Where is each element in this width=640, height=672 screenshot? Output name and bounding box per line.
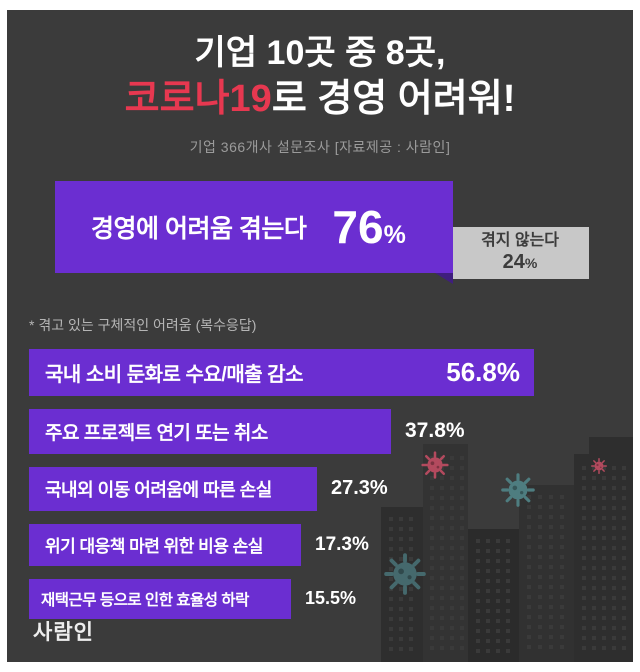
bar-label: 주요 프로젝트 연기 또는 취소 bbox=[45, 422, 268, 444]
survey-source-subtitle: 기업 366개사 설문조사 [자료제공 : 사람인] bbox=[189, 138, 451, 155]
bar-label: 위기 대응책 마련 위한 비용 손실 bbox=[45, 537, 263, 557]
page-title-line1: 기업 10곳 중 8곳, bbox=[194, 34, 446, 72]
chart-note: * 겪고 있는 구체적인 어려움 (복수응답) bbox=[29, 316, 257, 333]
bar: 위기 대응책 마련 위한 비용 손실 bbox=[29, 523, 301, 566]
bar-label: 재택근무 등으로 인한 효율성 하락 bbox=[41, 591, 249, 609]
bar-row-travel-restriction-loss: 국내외 이동 어려움에 따른 손실 27.3% bbox=[29, 466, 633, 511]
city-skyline-illustration bbox=[381, 437, 633, 662]
affected-label: 경영에 어려움 겪는다 bbox=[91, 214, 307, 243]
bar-label: 국내 소비 둔화로 수요/매출 감소 bbox=[45, 363, 303, 386]
header: 기업 10곳 중 8곳, 코로나19로 경영 어려워! 기업 366개사 설문조… bbox=[7, 10, 633, 157]
bar: 국내외 이동 어려움에 따른 손실 bbox=[29, 466, 317, 511]
bar: 주요 프로젝트 연기 또는 취소 bbox=[29, 408, 391, 454]
hero-stat-section: 겪지 않는다 24% 경영에 어려움 겪는다 76% bbox=[55, 180, 633, 284]
bar-value: 56.8% bbox=[446, 356, 520, 387]
ribbon-fold-decoration bbox=[435, 272, 453, 284]
infographic-background: 기업 10곳 중 8곳, 코로나19로 경영 어려워! 기업 366개사 설문조… bbox=[7, 10, 633, 662]
bar-value: 15.5% bbox=[305, 588, 357, 609]
bar-value: 37.8% bbox=[405, 419, 465, 443]
not-affected-box: 겪지 않는다 24% bbox=[451, 226, 589, 279]
not-affected-label: 겪지 않는다 bbox=[480, 232, 560, 250]
bar: 국내 소비 둔화로 수요/매출 감소 56.8% bbox=[29, 348, 534, 396]
not-affected-number: 24 bbox=[502, 251, 525, 274]
saramin-logo: 사람인 bbox=[33, 621, 94, 644]
affected-box: 경영에 어려움 겪는다 76% bbox=[55, 180, 453, 284]
bar-row-project-delay: 주요 프로젝트 연기 또는 취소 37.8% bbox=[29, 408, 633, 454]
not-affected-unit: % bbox=[524, 255, 538, 272]
affected-unit: % bbox=[383, 220, 406, 249]
bar-value: 17.3% bbox=[315, 533, 369, 555]
not-affected-value: 24% bbox=[503, 250, 538, 274]
bar-row-remote-work-efficiency: 재택근무 등으로 인한 효율성 하락 15.5% bbox=[29, 578, 633, 619]
affected-number: 76 bbox=[332, 200, 384, 253]
difficulties-bar-chart: 국내 소비 둔화로 수요/매출 감소 56.8% 주요 프로젝트 연기 또는 취… bbox=[29, 348, 633, 619]
building-windows bbox=[389, 456, 626, 654]
bar-value: 27.3% bbox=[331, 477, 388, 500]
title-line2-rest: 로 경영 어려워! bbox=[271, 78, 516, 121]
bar-label: 국내외 이동 어려움에 따른 손실 bbox=[45, 479, 272, 500]
bar: 재택근무 등으로 인한 효율성 하락 bbox=[29, 578, 291, 619]
bar-row-crisis-response-cost: 위기 대응책 마련 위한 비용 손실 17.3% bbox=[29, 523, 633, 566]
bar-row-demand-decline: 국내 소비 둔화로 수요/매출 감소 56.8% bbox=[29, 348, 633, 396]
affected-value: 76% bbox=[332, 204, 405, 250]
title-highlight-corona19: 코로나19 bbox=[124, 78, 272, 121]
page-title-line2: 코로나19로 경영 어려워! bbox=[7, 77, 633, 123]
